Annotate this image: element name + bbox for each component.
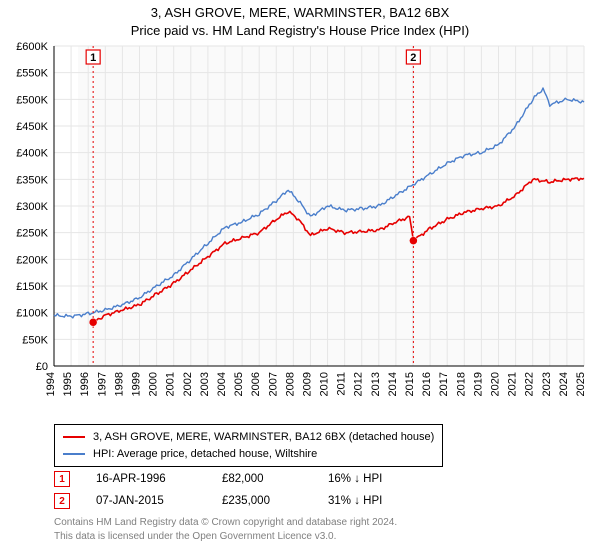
svg-text:£350K: £350K bbox=[16, 174, 48, 186]
title-subtitle: Price paid vs. HM Land Registry's House … bbox=[0, 22, 600, 40]
sale-marker-box: 1 bbox=[54, 471, 70, 487]
svg-text:1998: 1998 bbox=[113, 372, 125, 396]
svg-text:2019: 2019 bbox=[472, 372, 484, 396]
svg-text:£150K: £150K bbox=[16, 281, 48, 293]
svg-text:2015: 2015 bbox=[404, 372, 416, 396]
svg-text:£200K: £200K bbox=[16, 254, 48, 266]
svg-text:2018: 2018 bbox=[455, 372, 467, 396]
svg-text:1: 1 bbox=[90, 52, 96, 64]
chart-svg: £0 £50K £100K £150K £200K £250K £300K £350K £400… bbox=[0, 40, 600, 420]
svg-text:1994: 1994 bbox=[45, 372, 57, 396]
svg-text:£550K: £550K bbox=[16, 68, 48, 80]
svg-text:2003: 2003 bbox=[199, 372, 211, 396]
sales-table: 1 16-APR-1996 £82,000 16% ↓ HPI 2 07-JAN-2015… bbox=[54, 468, 418, 512]
svg-text:£400K: £400K bbox=[16, 148, 48, 160]
svg-text:2012: 2012 bbox=[353, 372, 365, 396]
svg-text:2002: 2002 bbox=[182, 372, 194, 396]
sale-marker-box: 2 bbox=[54, 493, 70, 509]
sales-row: 1 16-APR-1996 £82,000 16% ↓ HPI bbox=[54, 468, 418, 490]
legend-row: HPI: Average price, detached house, Wilt… bbox=[63, 446, 434, 463]
svg-text:2022: 2022 bbox=[524, 372, 536, 396]
svg-text:2009: 2009 bbox=[301, 372, 313, 396]
svg-text:1997: 1997 bbox=[96, 372, 108, 396]
svg-text:2006: 2006 bbox=[250, 372, 262, 396]
svg-text:1995: 1995 bbox=[62, 372, 74, 396]
sale-price: £235,000 bbox=[222, 495, 302, 507]
svg-text:1999: 1999 bbox=[130, 372, 142, 396]
svg-text:2000: 2000 bbox=[148, 372, 160, 396]
sale-diff: 16% ↓ HPI bbox=[328, 473, 418, 485]
svg-text:2017: 2017 bbox=[438, 372, 450, 396]
svg-text:2023: 2023 bbox=[541, 372, 553, 396]
svg-text:£0: £0 bbox=[36, 361, 48, 373]
svg-text:£100K: £100K bbox=[16, 308, 48, 320]
svg-text:£300K: £300K bbox=[16, 201, 48, 213]
svg-text:£50K: £50K bbox=[22, 334, 48, 346]
svg-text:2016: 2016 bbox=[421, 372, 433, 396]
svg-text:2001: 2001 bbox=[165, 372, 177, 396]
svg-text:2005: 2005 bbox=[233, 372, 245, 396]
svg-text:1996: 1996 bbox=[79, 372, 91, 396]
svg-text:2020: 2020 bbox=[490, 372, 502, 396]
chart-container: 3, ASH GROVE, MERE, WARMINSTER, BA12 6BX… bbox=[0, 0, 600, 560]
svg-text:2007: 2007 bbox=[267, 372, 279, 396]
title-block: 3, ASH GROVE, MERE, WARMINSTER, BA12 6BX… bbox=[0, 0, 600, 39]
svg-text:£450K: £450K bbox=[16, 121, 48, 133]
svg-text:2014: 2014 bbox=[387, 372, 399, 396]
sales-row: 2 07-JAN-2015 £235,000 31% ↓ HPI bbox=[54, 490, 418, 512]
svg-text:2025: 2025 bbox=[575, 372, 587, 396]
legend-swatch bbox=[63, 436, 85, 438]
svg-text:£500K: £500K bbox=[16, 94, 48, 106]
svg-text:2021: 2021 bbox=[507, 372, 519, 396]
svg-text:2: 2 bbox=[410, 52, 416, 64]
chart: £0 £50K £100K £150K £200K £250K £300K £350K £400… bbox=[0, 40, 600, 420]
sale-date: 07-JAN-2015 bbox=[96, 495, 196, 507]
title-address: 3, ASH GROVE, MERE, WARMINSTER, BA12 6BX bbox=[0, 4, 600, 22]
svg-text:2011: 2011 bbox=[336, 372, 348, 396]
svg-text:2010: 2010 bbox=[319, 372, 331, 396]
legend-label: 3, ASH GROVE, MERE, WARMINSTER, BA12 6BX… bbox=[93, 429, 434, 446]
sale-price: £82,000 bbox=[222, 473, 302, 485]
svg-text:2008: 2008 bbox=[284, 372, 296, 396]
legend-swatch bbox=[63, 453, 85, 455]
legend: 3, ASH GROVE, MERE, WARMINSTER, BA12 6BX… bbox=[54, 424, 443, 467]
footer-line1: Contains HM Land Registry data © Crown c… bbox=[54, 516, 397, 530]
footer: Contains HM Land Registry data © Crown c… bbox=[54, 516, 397, 543]
svg-text:£250K: £250K bbox=[16, 228, 48, 240]
sale-date: 16-APR-1996 bbox=[96, 473, 196, 485]
legend-row: 3, ASH GROVE, MERE, WARMINSTER, BA12 6BX… bbox=[63, 429, 434, 446]
svg-text:2004: 2004 bbox=[216, 372, 228, 396]
legend-label: HPI: Average price, detached house, Wilt… bbox=[93, 446, 317, 463]
svg-text:2024: 2024 bbox=[558, 372, 570, 396]
svg-text:2013: 2013 bbox=[370, 372, 382, 396]
sale-diff: 31% ↓ HPI bbox=[328, 495, 418, 507]
footer-line2: This data is licensed under the Open Gov… bbox=[54, 530, 397, 544]
svg-text:£600K: £600K bbox=[16, 41, 48, 53]
